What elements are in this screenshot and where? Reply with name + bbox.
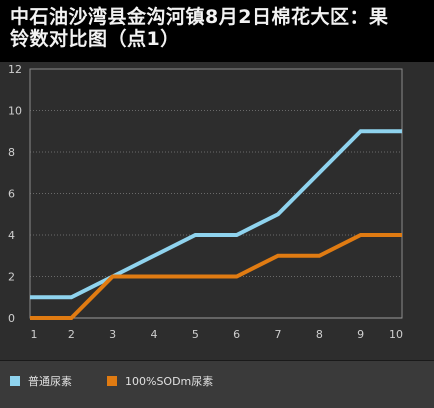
legend-swatch-series-1 xyxy=(10,376,20,386)
x-tick-label-6: 6 xyxy=(233,328,240,341)
chart-area: 0 2 4 6 8 10 12 1 2 3 4 5 6 7 8 9 10 xyxy=(0,62,434,360)
legend-label-series-2: 100%SODm尿素 xyxy=(125,375,214,388)
x-tick-label-3: 3 xyxy=(109,328,116,341)
legend-item-series-2[interactable]: 100%SODm尿素 xyxy=(107,374,213,388)
series-line-2 xyxy=(30,233,402,320)
x-tick-label-2: 2 xyxy=(68,328,75,341)
y-tick-label-2: 2 xyxy=(8,271,15,284)
x-tick-label-4: 4 xyxy=(151,328,158,341)
x-tick-label-7: 7 xyxy=(275,328,282,341)
x-tick-label-1: 1 xyxy=(31,328,38,341)
x-tick-label-9: 9 xyxy=(357,328,364,341)
y-tick-label-4: 4 xyxy=(8,229,15,242)
legend-swatch-series-2 xyxy=(107,376,117,386)
y-tick-label-8: 8 xyxy=(8,146,15,159)
chart-title-line-1: 中石油沙湾县金沟河镇8月2日棉花大区：果 xyxy=(10,6,389,28)
y-tick-label-12: 12 xyxy=(8,63,22,76)
x-tick-label-10: 10 xyxy=(389,328,403,341)
chart-title-line-2: 铃数对比图（点1） xyxy=(10,28,180,50)
y-tick-label-6: 6 xyxy=(8,188,15,201)
x-tick-label-5: 5 xyxy=(192,328,199,341)
chart-title: 中石油沙湾县金沟河镇8月2日棉花大区：果 铃数对比图（点1） xyxy=(10,6,430,50)
series-line-1 xyxy=(30,129,402,300)
legend: 普通尿素 100%SODm尿素 xyxy=(0,360,434,408)
y-tick-label-10: 10 xyxy=(8,105,22,118)
x-tick-label-8: 8 xyxy=(316,328,323,341)
legend-item-series-1[interactable]: 普通尿素 xyxy=(10,374,72,388)
y-tick-label-0: 0 xyxy=(8,312,15,325)
legend-label-series-1: 普通尿素 xyxy=(28,375,72,388)
